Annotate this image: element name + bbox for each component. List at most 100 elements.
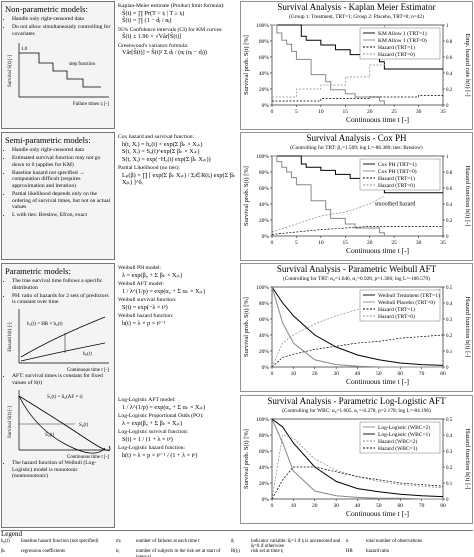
- formula-block: Kaplan-Meier estimate (Product limit for…: [118, 1, 238, 57]
- y2-label: Hazard function h(t) [-]: [464, 428, 471, 489]
- formula: Ŝ(t) = ∏ (1 − dⱼ / nⱼ): [122, 17, 172, 25]
- formula-label: Partial Likelihood (no ties):: [118, 165, 180, 172]
- y2-tick-label: 0.2: [446, 219, 453, 224]
- x-label: Continuous time t [-]: [67, 455, 109, 460]
- y2-tick-label: 0: [446, 366, 449, 371]
- bullet: PH: ratio of hazards for 2 sets of predi…: [12, 293, 111, 306]
- x-tick-label: 0: [271, 240, 274, 246]
- formula: S(t, Xᵢ) = exp(−H₀(t) exp(Σ βₖ Xᵢₖ)): [122, 155, 211, 163]
- x-tick-label: 80: [440, 503, 446, 509]
- x-tick-label: 60: [398, 371, 404, 377]
- y-label: Survival S(t) [-]: [8, 55, 13, 87]
- y2-tick-label: 0.3: [446, 318, 453, 323]
- legend-symbol: δⱼ: [231, 538, 235, 544]
- y2-tick-label: 0.2: [446, 466, 453, 471]
- series-line: [272, 25, 385, 98]
- y2-tick-label: 0: [446, 498, 449, 503]
- x-tick-label: 20: [367, 240, 373, 246]
- chart-title: Survival Analysis - Parametric Log-Logis…: [267, 396, 446, 406]
- legend-symbol: nⱼ: [116, 549, 120, 555]
- y2-label: Emp. hazard rate h(t) [-]: [464, 33, 471, 96]
- parametric-box: Parametric models: The true survival tim…: [1, 263, 115, 528]
- tick-label: 1.0: [21, 47, 28, 52]
- x-tick-label: 30: [333, 503, 339, 509]
- legend-text: total number of observations: [366, 538, 423, 544]
- y2-tick-label: 0.6: [446, 187, 453, 192]
- chart-frame: [240, 395, 473, 524]
- chart: Survival Analysis - Parametric Log-Logis…: [240, 395, 473, 524]
- y2-tick-label: 0: [446, 104, 449, 109]
- legend-symbol: mⱼ: [116, 538, 121, 544]
- bullet: Partial likelihood depends only on the o…: [12, 191, 111, 211]
- x-tick-label: 35: [440, 109, 446, 115]
- chart-subtitle: (Controlling for TRT: β₁=1.509; log L=-8…: [290, 144, 423, 151]
- x-tick-label: 80: [440, 371, 446, 377]
- series-line: [271, 334, 444, 368]
- y-tick-label: 60%: [259, 449, 270, 455]
- bullet: Handle only right-censored data: [12, 147, 111, 154]
- x-tick-label: 10: [291, 371, 297, 377]
- y2-tick-label: 0.2: [446, 88, 453, 93]
- y-tick-label: 0%: [262, 234, 270, 240]
- x-tick-label: 5: [295, 109, 298, 115]
- bullet: Do not allow simultaneously controlling …: [12, 24, 111, 37]
- legend-grid: h₀(t) baseline hazard function (not speci…: [1, 539, 473, 557]
- series-line: [271, 195, 385, 233]
- x-tick-label: 30: [416, 240, 422, 246]
- y2-tick-label: 0.8: [446, 40, 453, 45]
- y-tick-label: 40%: [259, 71, 270, 77]
- x-tick-label: 50: [376, 371, 382, 377]
- x-tick-label: 35: [440, 240, 446, 246]
- y2-tick-label: 0: [446, 235, 449, 240]
- x-tick-label: 0: [271, 109, 274, 115]
- formula-block: Log-Logistic AFT model: 1 / λ^(1/p) = exp…: [118, 395, 238, 460]
- series-line: [271, 286, 443, 368]
- hazard-figure: Hazard h(t) [-] h₁(t) = HR × h₀(t) h₀(t)…: [8, 309, 109, 373]
- series-line: [271, 288, 444, 368]
- chart-subtitle: (Group 1: Treatment, TRT=1; Group 2: Pla…: [289, 13, 424, 20]
- legend-symbol: n: [346, 538, 349, 544]
- y-tick-label: 40%: [259, 465, 270, 471]
- y-tick-label: 0%: [262, 103, 270, 109]
- plot-area: [271, 24, 444, 106]
- x-tick-label: 40: [355, 371, 361, 377]
- legend-symbol: R(tⱼ): [231, 549, 240, 555]
- chart-frame: [240, 1, 473, 130]
- y-label: Survival prob. S(t) [%]: [243, 35, 250, 95]
- y-tick-label: 0%: [262, 497, 270, 503]
- y-tick-label: 80%: [259, 301, 270, 307]
- formula: λ = exp(β₀ + Σ βₖ × Xᵢₖ): [122, 419, 183, 427]
- y-label: Survival prob. S(t) [%]: [243, 429, 250, 489]
- x-label: Continuous time t [-]: [346, 115, 409, 124]
- formula: Ŝ(t) = ∏ Pr(T > tⱼ | T ≥ tⱼ): [122, 9, 185, 17]
- bullets: The true survival time follows a specifi…: [5, 278, 111, 306]
- formula-label: Log-Logistic Proportional Odds (PO):: [118, 413, 204, 420]
- chart-title: Survival Analysis - Cox PH: [306, 133, 407, 143]
- y2-tick-label: 0.3: [446, 450, 453, 455]
- chart: Survival Analysis - Parametric Weibull A…: [240, 263, 473, 392]
- y-label: Hazard h(t) [-]: [8, 322, 13, 351]
- section-title: Non-parametric models:: [5, 4, 88, 14]
- chart-frame: [240, 132, 473, 261]
- formula: h(t, Xᵢ) = h₀(t) × exp(Σ βₖ × Xᵢₖ): [122, 140, 203, 148]
- series-line: [271, 434, 444, 500]
- legend-label: Log-Logistic (WBC=1): [378, 431, 430, 438]
- chart-subtitle: (Controlling for WBC: α₀=1.605, α₁=-0.27…: [282, 407, 431, 414]
- y-tick-label: 20%: [259, 481, 270, 487]
- legend: Legend h₀(t) baseline hazard function (no…: [1, 530, 473, 557]
- legend-label: Hazard (TRT=0): [378, 51, 415, 58]
- y-tick-label: 60%: [259, 186, 270, 192]
- formula-label: 95% Confidence intervals (CI) for KM cur…: [118, 26, 223, 33]
- legend-label: KM Allow 1 (TRT=1): [378, 30, 427, 37]
- formula-label: Greenwood's variance formula:: [118, 42, 189, 49]
- legend-label: Weibull Treatment (TRT=1): [378, 292, 440, 299]
- bullet: Estimated survival function may not go d…: [12, 155, 111, 168]
- legend-label: Hazard (WBC=2): [378, 438, 417, 445]
- legend-label: Hazard (TRT=0): [378, 313, 415, 320]
- section-title: Parametric models:: [5, 266, 71, 276]
- legend-label: Hazard (TRT=0): [378, 182, 415, 189]
- series-line: [271, 418, 444, 498]
- series-line: [271, 286, 444, 366]
- formula: S(t) = 1 / (1 + λ × tᵖ): [122, 435, 173, 443]
